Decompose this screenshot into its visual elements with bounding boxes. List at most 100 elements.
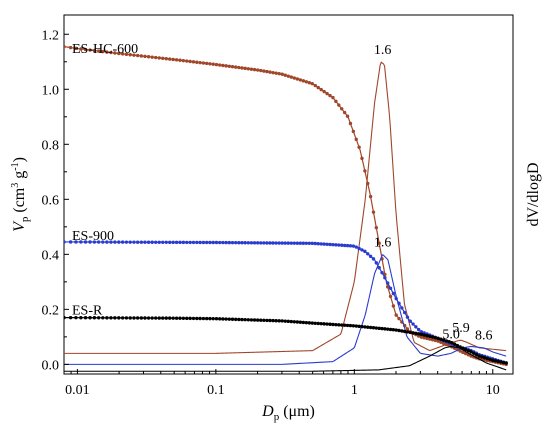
cumulative-point <box>368 194 373 199</box>
y-axis-title-right: dV/dlogD <box>525 163 542 227</box>
cumulative-point <box>428 334 432 339</box>
cumulative-point <box>277 241 281 245</box>
cumulative-point <box>68 315 73 320</box>
cumulative-point <box>433 335 438 340</box>
cumulative-point <box>224 317 228 321</box>
cumulative-point <box>201 316 206 321</box>
cumulative-point <box>198 316 202 321</box>
cumulative-point <box>195 240 199 245</box>
cumulative-point <box>221 63 225 68</box>
cumulative-point <box>135 316 140 320</box>
cumulative-point <box>171 316 175 320</box>
cumulative-point <box>342 243 347 248</box>
cumulative-point <box>109 240 113 244</box>
cumulative-point <box>310 321 314 325</box>
cumulative-point <box>146 55 151 59</box>
cumulative-point <box>371 257 376 261</box>
cumulative-point <box>109 50 113 55</box>
cumulative-point <box>217 63 222 67</box>
cumulative-point <box>322 322 326 326</box>
cumulative-point <box>345 114 350 118</box>
cumulative-point <box>150 316 154 320</box>
cumulative-point <box>283 319 287 323</box>
cumulative-point <box>319 87 323 92</box>
cumulative-point <box>124 240 129 244</box>
cumulative-point <box>400 306 404 310</box>
cumulative-point <box>430 338 435 342</box>
cumulative-point <box>96 316 101 320</box>
cumulative-point <box>388 286 393 290</box>
cumulative-point <box>161 240 165 244</box>
peak-label: 8.6 <box>475 328 493 343</box>
cumulative-point <box>191 240 196 245</box>
cumulative-point <box>221 317 225 321</box>
cumulative-point <box>354 137 358 142</box>
cumulative-point <box>416 332 421 336</box>
cumulative-point <box>436 339 440 343</box>
cumulative-point <box>214 62 219 67</box>
plot-frame <box>63 14 514 375</box>
cumulative-point <box>211 240 215 245</box>
cumulative-point <box>425 333 429 338</box>
y-tick-label: 0.0 <box>42 358 60 373</box>
cumulative-point <box>181 240 186 245</box>
cumulative-point <box>120 240 125 244</box>
cumulative-point <box>230 317 235 321</box>
cumulative-point <box>143 240 147 244</box>
cumulative-point <box>377 241 381 245</box>
cumulative-point <box>221 240 225 245</box>
cumulative-point <box>348 244 353 248</box>
cumulative-point <box>271 241 275 245</box>
cumulative-point <box>363 325 367 329</box>
cumulative-point <box>374 261 379 265</box>
cumulative-point <box>337 323 341 327</box>
cumulative-point <box>262 241 266 245</box>
cumulative-point <box>391 328 396 332</box>
cumulative-point <box>157 56 161 60</box>
cumulative-point <box>161 56 165 61</box>
cumulative-point <box>295 241 300 245</box>
cumulative-point <box>301 241 306 245</box>
cumulative-point <box>178 316 182 320</box>
cumulative-point <box>233 317 238 322</box>
cumulative-point <box>394 313 398 317</box>
cumulative-point <box>191 316 196 321</box>
cumulative-point <box>436 336 440 341</box>
cumulative-point <box>249 67 254 71</box>
cumulative-point <box>351 244 356 248</box>
cumulative-point <box>325 322 329 326</box>
cumulative-point <box>64 315 66 320</box>
cumulative-point <box>164 56 168 61</box>
cumulative-point <box>262 318 266 322</box>
cumulative-point <box>243 241 247 245</box>
cumulative-point <box>452 342 457 346</box>
cumulative-point <box>157 316 161 320</box>
cumulative-point <box>117 51 121 56</box>
y-tick-label: 0.8 <box>42 138 60 153</box>
cumulative-point <box>493 359 498 363</box>
cumulative-point <box>383 327 387 331</box>
cumulative-point <box>135 240 140 244</box>
cumulative-point <box>405 327 410 331</box>
cumulative-point <box>105 316 109 320</box>
cumulative-point <box>79 47 83 51</box>
cumulative-point <box>463 347 468 352</box>
cumulative-point <box>371 210 376 214</box>
cumulative-point <box>366 252 370 256</box>
cumulative-point <box>265 241 269 245</box>
cumulative-point <box>316 242 320 246</box>
cumulative-point <box>188 316 192 321</box>
cumulative-point <box>292 76 297 80</box>
cumulative-point <box>363 249 367 254</box>
cumulative-point <box>354 324 358 328</box>
cumulative-point <box>491 358 495 362</box>
cumulative-point <box>441 338 446 342</box>
cumulative-point <box>501 360 506 365</box>
cumulative-point <box>337 103 341 107</box>
cumulative-point <box>337 243 341 247</box>
cumulative-point <box>447 340 451 344</box>
cumulative-point <box>113 316 117 320</box>
cumulative-point <box>458 349 462 353</box>
cumulative-point <box>316 85 320 90</box>
